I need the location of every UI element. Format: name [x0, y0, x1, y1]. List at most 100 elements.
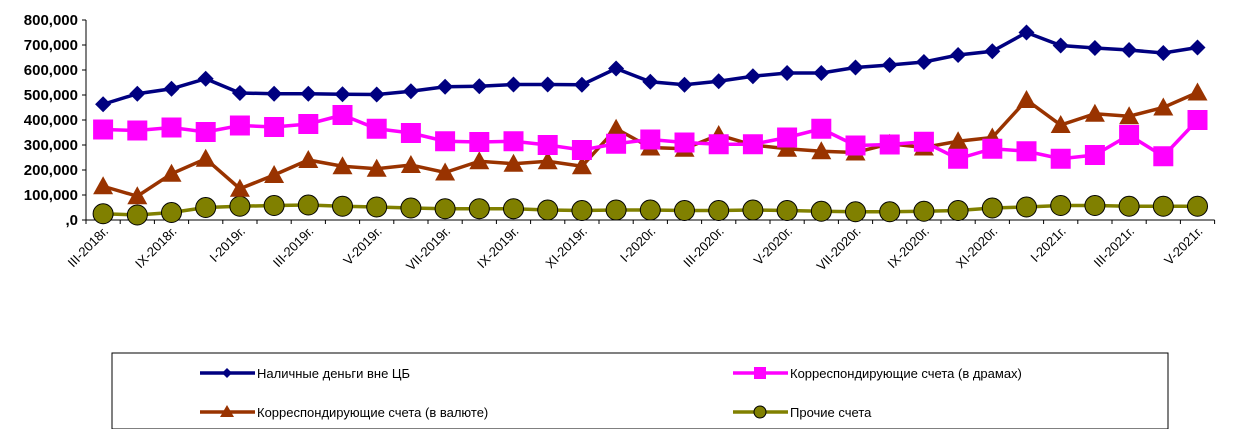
data-point: [1187, 82, 1208, 101]
data-point: [537, 199, 559, 221]
data-point: [811, 141, 832, 160]
data-point: [195, 122, 216, 142]
data-point: [163, 80, 180, 97]
data-point: [982, 138, 1003, 159]
data-point: [948, 131, 969, 150]
data-point: [1016, 196, 1037, 218]
data-point: [298, 150, 319, 168]
plot-area: ,0 100,000 200,000 300,000 400,000 500,000 600…: [24, 12, 1216, 274]
legend-item-1: Корреспондирующие счета (в драмах): [733, 366, 1022, 381]
data-point: [881, 57, 898, 73]
y-tick-label: 400,000: [24, 112, 78, 129]
x-tick-label: III-2019г.: [270, 224, 317, 271]
series-3: [92, 194, 1208, 226]
data-point: [503, 153, 524, 172]
data-point: [950, 47, 967, 63]
x-tick-label: IX-2018г.: [132, 224, 180, 272]
data-point: [366, 158, 387, 177]
data-point: [264, 165, 285, 183]
data-point: [1018, 24, 1035, 41]
data-point: [1187, 195, 1208, 217]
data-point: [1189, 39, 1206, 56]
series-0: [95, 24, 1206, 113]
data-point: [434, 198, 456, 220]
data-point: [776, 200, 798, 221]
data-point: [468, 198, 490, 220]
x-tick-label: XI-2020г.: [953, 224, 1001, 272]
data-point: [300, 85, 317, 102]
legend: Наличные деньги вне ЦБ Корреспондирующие …: [111, 352, 1169, 429]
data-point: [1152, 195, 1174, 217]
data-point: [402, 83, 419, 100]
data-point: [229, 115, 250, 136]
data-point: [674, 132, 695, 153]
data-point: [505, 76, 522, 93]
data-point: [606, 133, 627, 154]
data-point: [471, 78, 488, 95]
y-tick-label: 700,000: [24, 37, 78, 54]
x-tick-label: V-2019г.: [340, 224, 385, 269]
data-point: [229, 195, 251, 217]
data-point: [742, 134, 763, 155]
data-point: [810, 200, 832, 222]
data-point: [605, 199, 627, 221]
data-point: [913, 200, 935, 222]
series-1: [93, 105, 1208, 169]
data-point: [298, 114, 319, 134]
data-point: [708, 200, 730, 221]
x-tick-label: IX-2019г.: [474, 224, 522, 272]
data-point: [1016, 141, 1037, 162]
y-tick-label: 200,000: [24, 162, 78, 179]
data-point: [1155, 45, 1172, 61]
data-point: [847, 59, 864, 76]
data-point: [640, 129, 661, 150]
data-point: [229, 178, 250, 197]
data-point: [674, 200, 695, 221]
data-point: [571, 200, 593, 221]
data-point: [332, 105, 353, 125]
data-point: [676, 76, 693, 93]
data-point: [1119, 125, 1140, 145]
data-point: [195, 197, 217, 218]
x-tick-label: V-2020г.: [751, 224, 796, 269]
data-point: [913, 131, 934, 152]
data-point: [845, 201, 866, 223]
data-point: [1016, 90, 1037, 108]
legend-label: Корреспондирующие счета (в валюте): [257, 405, 488, 420]
data-point: [981, 197, 1003, 219]
legend-item-2: Корреспондирующие счета (в валюте): [200, 405, 488, 420]
data-point: [845, 135, 866, 156]
data-point: [231, 85, 248, 101]
data-point: [161, 163, 182, 182]
x-tick-label: IX-2020г.: [884, 224, 932, 272]
data-point: [400, 197, 422, 219]
x-tick-label: VII-2019г.: [403, 224, 453, 274]
data-point: [777, 127, 798, 148]
data-point: [573, 76, 590, 93]
legend-label: Наличные деньги вне ЦБ: [257, 366, 410, 381]
legend-label: Прочие счета: [790, 405, 872, 420]
legend-marker: [222, 368, 232, 378]
data-point: [503, 131, 524, 152]
x-tick-label: III-2021г.: [1091, 224, 1138, 271]
data-point: [127, 120, 148, 141]
x-tick-label: III-2018г.: [65, 224, 112, 271]
x-tick-label: III-2020г.: [680, 224, 727, 271]
data-point: [539, 76, 556, 93]
data-point: [332, 195, 353, 217]
data-point: [1050, 195, 1072, 216]
data-point: [161, 202, 182, 223]
data-point: [95, 96, 112, 113]
data-point: [948, 148, 969, 169]
data-point: [435, 162, 456, 181]
data-point: [779, 65, 796, 81]
data-point: [129, 85, 146, 102]
data-point: [1050, 115, 1071, 133]
data-point: [1118, 195, 1140, 217]
data-point: [744, 68, 761, 85]
data-point: [161, 117, 182, 138]
legend-item-3: Прочие счета: [733, 405, 872, 420]
x-tick-label: V-2021г.: [1161, 224, 1206, 269]
legend-label: Корреспондирующие счета (в драмах): [790, 366, 1022, 381]
